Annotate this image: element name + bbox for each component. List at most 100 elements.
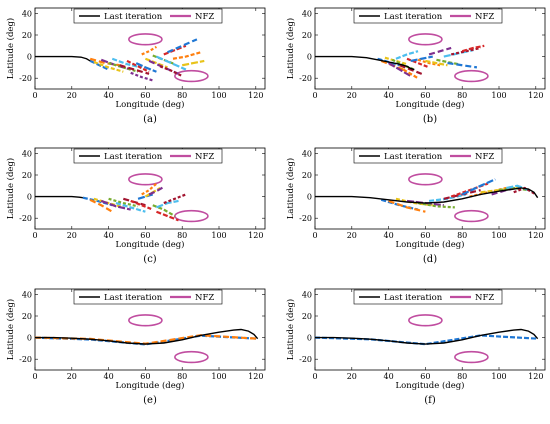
iteration-trajectory [388,199,426,213]
x-tick-label: 20 [67,91,77,100]
x-tick-label: 60 [420,372,430,381]
y-tick-label: 40 [22,149,32,158]
legend-label-nfz: NFZ [475,152,494,162]
legend-box [73,289,223,305]
iteration-trajectory [425,59,448,67]
panel-label: (a) [143,114,157,125]
y-tick-label: 20 [22,31,32,40]
iteration-trajectory [144,57,168,69]
x-tick-label: 100 [211,231,226,240]
x-tick-label: 40 [384,231,394,240]
x-tick-label: 20 [347,91,357,100]
x-tick-label: 40 [104,91,114,100]
y-axis-label: Latitude (deg) [285,158,296,219]
iteration-trajectory [126,59,150,73]
y-tick-label: 40 [22,9,32,18]
nfz-ellipse [174,350,209,364]
last-iteration-line [35,55,91,62]
iteration-trajectory [108,197,139,208]
iteration-trajectory [447,61,478,69]
iteration-trajectory [461,44,485,53]
panel-label: (e) [143,395,157,406]
y-tick-label: -20 [299,355,312,364]
x-tick-label: 0 [32,372,37,381]
legend-label-nfz: NFZ [195,152,214,162]
x-tick-label: 40 [104,231,114,240]
x-tick-label: 60 [420,91,430,100]
last-iteration-line [315,328,539,345]
nfz-ellipse [174,69,209,83]
x-tick-label: 100 [211,91,226,100]
iteration-trajectory [388,62,412,77]
x-tick-label: 120 [248,231,263,240]
legend: Last iteration NFZ [73,8,223,24]
y-tick-label: 0 [307,334,312,343]
iteration-trajectory [148,59,179,75]
x-tick-label: 20 [67,372,77,381]
nfz-ellipse [454,69,489,83]
iteration-trajectory [93,197,124,209]
plot-area [315,33,489,83]
x-tick-label: 120 [528,372,543,381]
panel-label: (c) [143,254,157,265]
y-tick-label: 0 [27,334,32,343]
plot-area [35,314,259,364]
iteration-trajectory [172,51,201,60]
x-tick-label: 40 [384,372,394,381]
legend: Last iteration NFZ [353,8,503,24]
legend-label-last-iteration: Last iteration [384,12,443,22]
iteration-trajectory [115,202,146,213]
panel-label: (b) [423,114,437,125]
x-tick-label: 60 [140,91,150,100]
nfz-ellipse [454,350,489,364]
nfz-ellipse [408,33,443,46]
x-tick-label: 120 [528,91,543,100]
y-axis-label: Latitude (deg) [285,299,296,360]
y-tick-label: 20 [302,31,312,40]
x-tick-label: 80 [177,91,187,100]
legend: Last iteration NFZ [73,148,223,164]
iteration-trajectory [93,60,124,73]
iteration-trajectory [167,38,198,54]
legend: Last iteration NFZ [353,289,503,305]
iteration-trajectory [111,57,142,69]
plot-area [35,173,209,223]
y-tick-label: -20 [19,214,32,223]
iteration-trajectory [181,59,205,67]
legend-box [73,8,223,24]
x-tick-label: 60 [140,372,150,381]
y-tick-label: 40 [22,290,32,299]
iteration-trajectory [137,193,154,200]
last-iteration-line [315,55,415,71]
legend: Last iteration NFZ [353,148,503,164]
legend-label-nfz: NFZ [195,293,214,303]
nfz-ellipse [128,314,163,327]
y-tick-label: -20 [299,74,312,83]
y-axis-label: Latitude (deg) [5,18,16,79]
x-tick-label: 120 [248,372,263,381]
iteration-trajectory [461,178,496,196]
x-tick-label: 100 [491,231,506,240]
legend-box [73,148,223,164]
iteration-trajectory [89,198,113,213]
iteration-trajectory [380,198,419,211]
x-tick-label: 80 [457,372,467,381]
y-tick-label: 20 [302,312,312,321]
x-tick-label: 120 [528,231,543,240]
x-tick-label: 100 [491,91,506,100]
legend: Last iteration NFZ [73,289,223,305]
x-tick-label: 60 [420,231,430,240]
iteration-trajectory [135,62,157,73]
iteration-trajectory [163,193,187,205]
x-axis-label: Longitude (deg) [395,99,464,110]
panel-label: (d) [423,254,437,265]
x-axis-label: Longitude (deg) [115,380,184,391]
x-tick-label: 0 [32,231,37,240]
last-iteration-line [35,328,259,345]
nfz-ellipse [128,173,163,186]
x-tick-label: 120 [248,91,263,100]
